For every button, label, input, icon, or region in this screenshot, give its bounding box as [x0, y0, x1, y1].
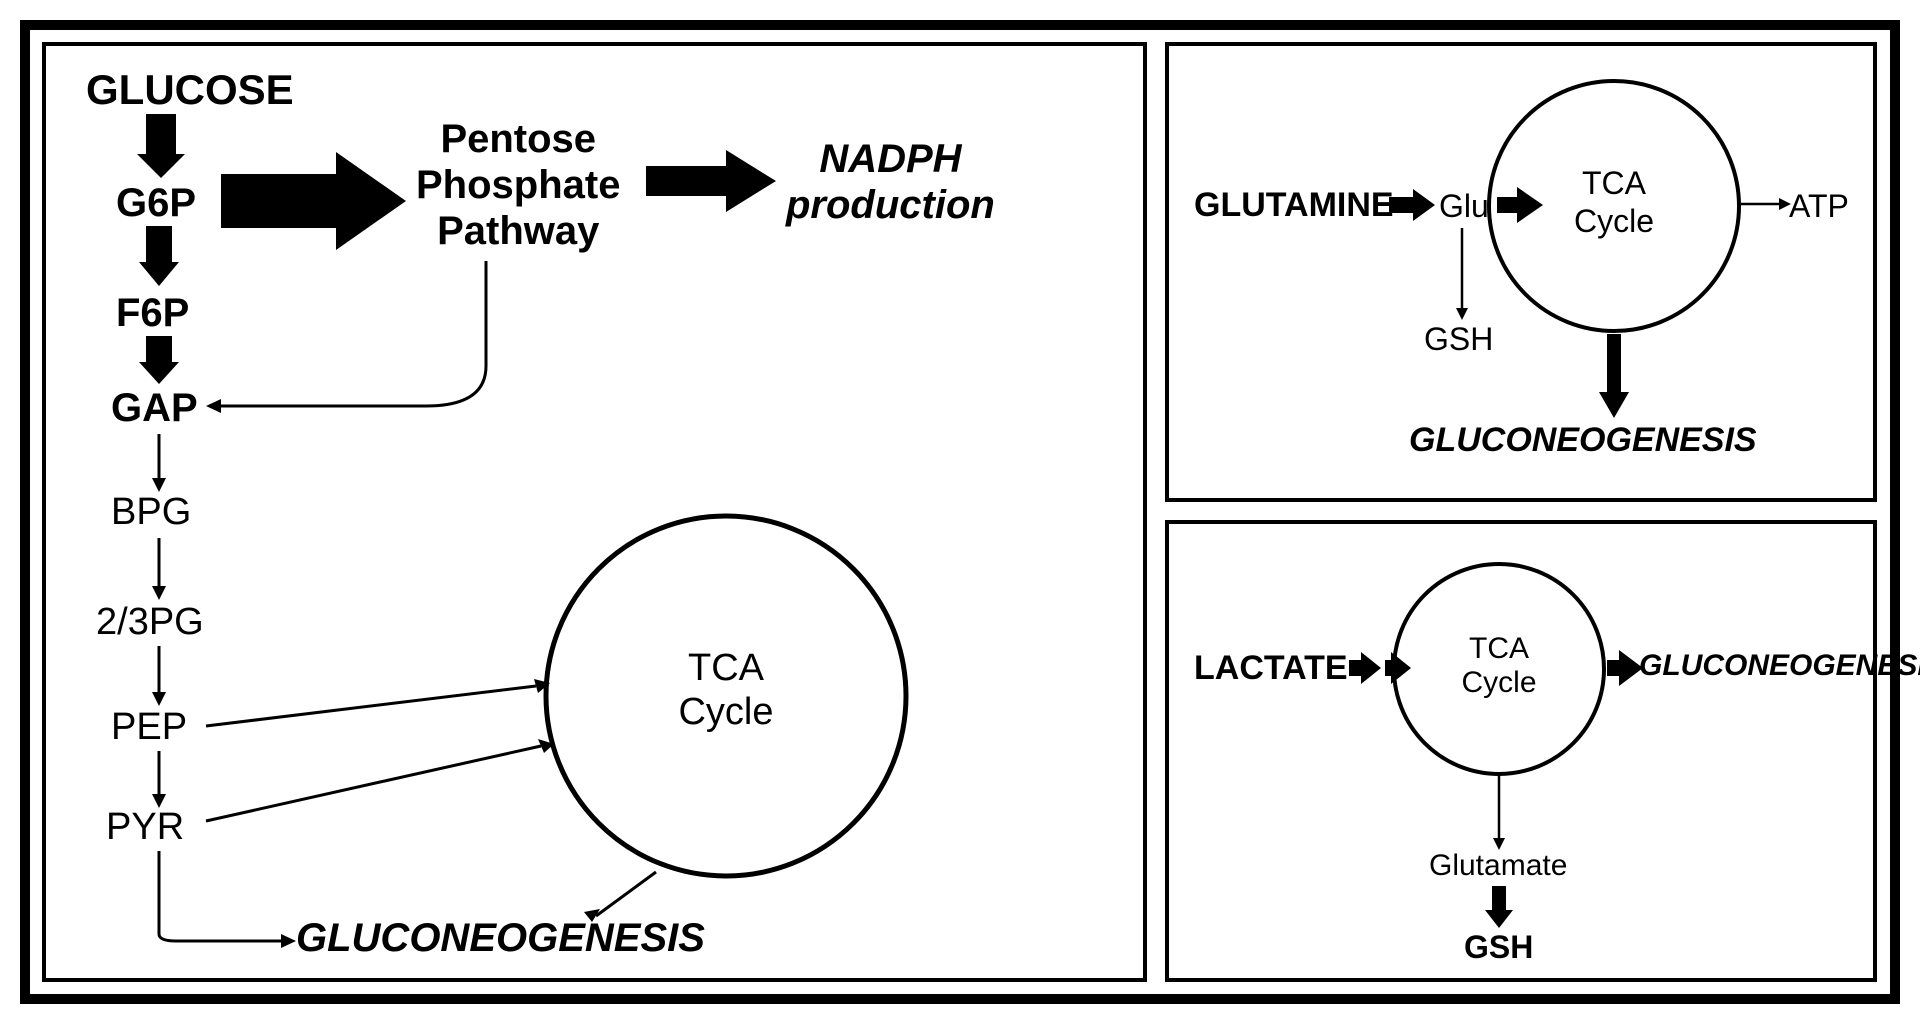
- label-nadph-l2: production: [786, 182, 995, 228]
- label-glutamine: GLUTAMINE: [1194, 186, 1394, 225]
- label-gluconeo-a: GLUCONEOGENESIS: [296, 916, 705, 961]
- label-gluconeo-c: GLUCONEOGENESIS: [1639, 649, 1920, 683]
- label-gsh-b: GSH: [1424, 321, 1493, 358]
- label-tca-a-l2: Cycle: [661, 690, 791, 734]
- label-tca-b-l2: Cycle: [1569, 202, 1659, 240]
- label-f6p: F6P: [116, 291, 189, 336]
- label-glu: Glu: [1439, 188, 1489, 225]
- label-tca-c: TCA Cycle: [1459, 632, 1539, 700]
- panel-lactate: LACTATE TCA Cycle GLUCONEOGENESIS Glutam…: [1165, 520, 1877, 982]
- label-gap: GAP: [111, 386, 198, 431]
- panel-c-svg: [1169, 524, 1873, 978]
- label-tca-c-l1: TCA: [1459, 632, 1539, 666]
- label-ppp-l3: Pathway: [416, 208, 620, 254]
- label-pyr: PYR: [106, 806, 184, 849]
- label-ppp: Pentose Phosphate Pathway: [416, 116, 620, 254]
- label-gsh-c: GSH: [1464, 929, 1533, 966]
- label-ppp-l2: Phosphate: [416, 162, 620, 208]
- label-nadph: NADPH production: [786, 136, 995, 228]
- label-tca-a-l1: TCA: [661, 646, 791, 690]
- label-gluconeo-b: GLUCONEOGENESIS: [1409, 421, 1757, 460]
- label-tca-a: TCA Cycle: [661, 646, 791, 734]
- label-pep: PEP: [111, 706, 187, 749]
- label-bpg: BPG: [111, 491, 191, 534]
- label-tca-b-l1: TCA: [1569, 164, 1659, 202]
- label-glutamate: Glutamate: [1429, 849, 1567, 883]
- label-tca-b: TCA Cycle: [1569, 164, 1659, 240]
- panel-glucose: GLUCOSE G6P F6P GAP BPG 2/3PG PEP PYR Pe…: [42, 42, 1147, 982]
- label-nadph-l1: NADPH: [786, 136, 995, 182]
- label-lactate: LACTATE: [1194, 649, 1348, 688]
- figure-outer: GLUCOSE G6P F6P GAP BPG 2/3PG PEP PYR Pe…: [20, 20, 1900, 1004]
- label-23pg: 2/3PG: [96, 601, 204, 644]
- panel-glutamine: GLUTAMINE Glu GSH ATP TCA Cycle GLUCONEO…: [1165, 42, 1877, 502]
- label-g6p: G6P: [116, 181, 196, 226]
- label-ppp-l1: Pentose: [416, 116, 620, 162]
- label-tca-c-l2: Cycle: [1459, 666, 1539, 700]
- label-glucose: GLUCOSE: [86, 66, 294, 114]
- label-atp: ATP: [1789, 188, 1849, 225]
